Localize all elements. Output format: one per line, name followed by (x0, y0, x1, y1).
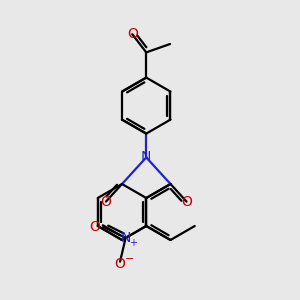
Text: −: − (124, 254, 134, 264)
Text: N: N (120, 231, 131, 245)
Text: O: O (127, 27, 138, 41)
Text: O: O (115, 257, 125, 271)
Text: O: O (89, 220, 100, 234)
Text: O: O (100, 195, 111, 208)
Text: +: + (129, 238, 136, 248)
Text: O: O (181, 195, 192, 208)
Text: N: N (141, 150, 152, 164)
